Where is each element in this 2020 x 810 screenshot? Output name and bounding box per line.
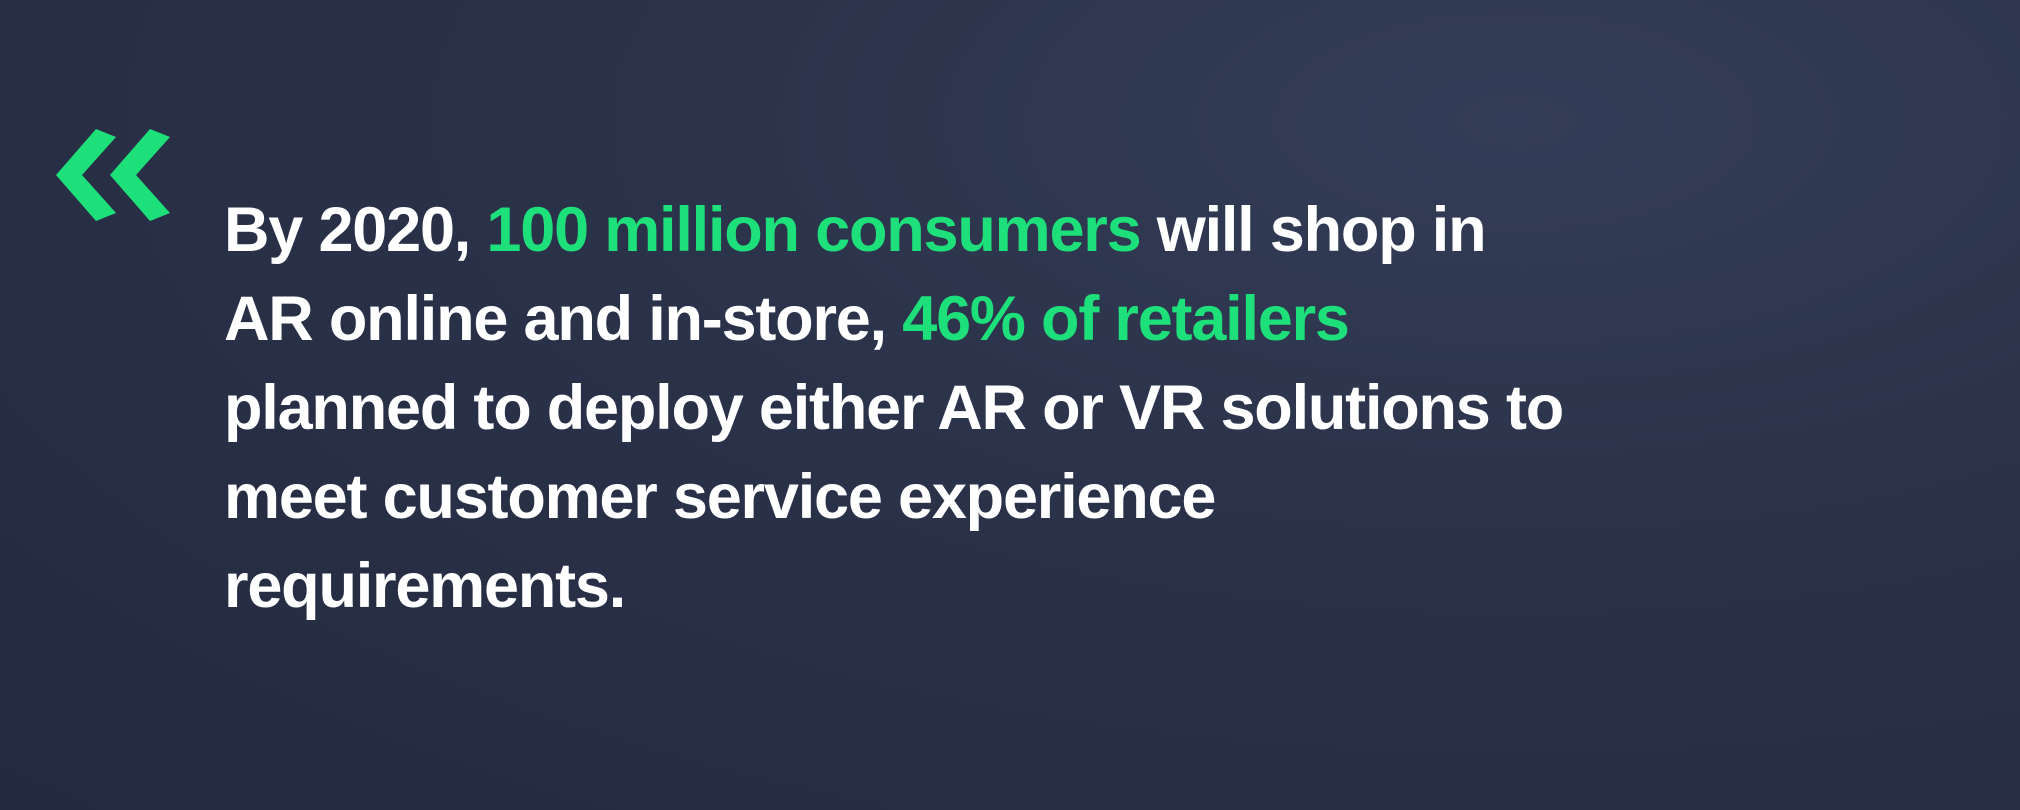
chevron	[56, 129, 116, 221]
quote-mark	[56, 129, 170, 221]
quote-line: planned to deploy either AR or VR soluti…	[224, 364, 1564, 453]
quote-segment: will shop in	[1140, 195, 1487, 265]
quote-segment: By 2020,	[224, 195, 487, 265]
quote-segment: AR online and in-store,	[224, 284, 903, 354]
quote-segment: meet customer service experience	[224, 462, 1216, 532]
quote-text: By 2020, 100 million consumers will shop…	[224, 186, 1564, 631]
chevron	[110, 129, 170, 221]
quote-segment: planned to deploy either AR or VR soluti…	[224, 373, 1564, 443]
quote-segment: 46% of retailers	[902, 284, 1350, 354]
quote-segment: 100 million consumers	[486, 195, 1141, 265]
quote-line: AR online and in-store, 46% of retailers	[224, 275, 1563, 364]
quote-line: By 2020, 100 million consumers will shop…	[224, 186, 1563, 275]
quote-line: meet customer service experience	[224, 453, 1563, 542]
quote-segment: requirements.	[224, 551, 626, 621]
quote-line: requirements.	[224, 542, 1563, 631]
